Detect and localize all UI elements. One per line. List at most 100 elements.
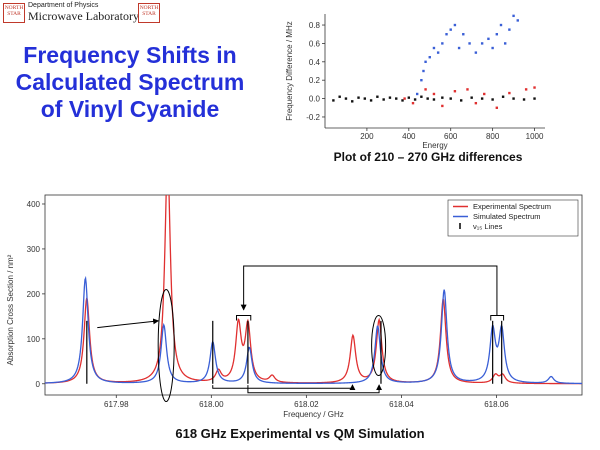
scatter-point — [344, 97, 348, 100]
y-tick-label: 0.8 — [309, 21, 321, 30]
scatter-point — [516, 19, 519, 22]
slide-title: Frequency Shifts in Calculated Spectrum … — [15, 42, 245, 122]
scatter-point — [395, 97, 398, 100]
scatter-point — [413, 98, 417, 101]
y-tick-label: 0.6 — [309, 39, 321, 48]
scatter-point — [512, 97, 515, 100]
y-tick-label: 0.4 — [309, 58, 321, 67]
scatter-point — [480, 97, 484, 100]
scatter-point — [499, 23, 503, 27]
scatter-point — [503, 42, 507, 45]
legend-box — [447, 199, 579, 237]
annotation-connector — [212, 384, 356, 391]
scatter-point — [428, 56, 431, 59]
scatter-point — [401, 99, 404, 102]
scatter-point — [369, 99, 373, 102]
scatter-point — [432, 92, 436, 96]
scatter-point — [508, 91, 511, 95]
scatter-point — [426, 97, 429, 100]
plot-frame — [44, 194, 583, 396]
scatter-point — [388, 96, 392, 99]
legend-entry: Experimental Spectrum — [473, 202, 551, 211]
scatter-point — [508, 28, 511, 31]
y-tick-label: 300 — [27, 245, 41, 254]
scatter-point — [424, 60, 427, 64]
scatter-point — [453, 23, 457, 27]
x-axis-label: Frequency / GHz — [283, 410, 343, 419]
logo-right: NORTH STAR — [138, 3, 160, 23]
scatter-point — [453, 90, 457, 93]
x-tick-label: 618.02 — [294, 400, 319, 409]
y-tick-label: 100 — [27, 335, 41, 344]
scatter-point — [495, 106, 499, 109]
scatter-point — [351, 100, 354, 103]
scatter-point — [441, 104, 444, 108]
scatter-point — [415, 92, 419, 96]
annotation-ellipse — [157, 289, 175, 403]
scatter-point — [495, 33, 499, 36]
scatter-point — [363, 97, 367, 100]
y-tick-label: 0.2 — [309, 76, 321, 85]
scatter-point — [524, 88, 528, 91]
spectrum-caption: 618 GHz Experimental vs QM Simulation — [175, 426, 425, 441]
scatter-point — [474, 51, 478, 54]
scatter-point — [376, 95, 379, 98]
scatter-point — [441, 42, 444, 45]
scatter-caption: Plot of 210 – 270 GHz differences — [333, 150, 523, 164]
x-tick-label: 1000 — [526, 132, 544, 141]
scatter-point — [491, 46, 494, 50]
scatter-point — [357, 96, 360, 99]
scatter-point — [533, 86, 536, 89]
scatter-point — [457, 46, 461, 50]
scatter-point — [474, 101, 478, 105]
scatter-point — [338, 95, 341, 98]
scatter-point — [432, 98, 436, 101]
legend-entry: ν₁₅ Lines — [473, 222, 503, 231]
scatter-point — [403, 97, 406, 100]
x-tick-label: 618.00 — [199, 400, 224, 409]
annotation-connector — [240, 265, 498, 316]
annotation-bracket — [236, 314, 252, 321]
scatter-point — [480, 42, 484, 45]
scatter-point — [533, 97, 536, 100]
scatter-point — [424, 88, 427, 91]
annotation-ellipse — [371, 315, 387, 377]
department-label: Department of Physics — [28, 2, 99, 9]
scatter-point — [501, 95, 505, 98]
x-tick-label: 617.98 — [104, 400, 129, 409]
annotation-bracket — [490, 314, 505, 321]
y-axis-label: Absorption Cross Section / nm² — [6, 254, 15, 365]
scatter-point — [445, 33, 448, 36]
spectrum-plot: 617.98 618.00 618.02 618.04 618.06 0 100 200 300… — [6, 194, 583, 419]
logo-left: NORTH STAR — [3, 3, 25, 23]
scatter-point — [491, 98, 494, 101]
legend-entry: Simulated Spectrum — [473, 212, 541, 221]
scatter-point — [468, 42, 471, 45]
scatter-point — [462, 33, 465, 36]
annotation-connector — [247, 384, 383, 394]
y-tick-label: -0.2 — [306, 113, 320, 122]
scatter-point — [332, 99, 335, 102]
x-tick-label: 200 — [360, 132, 374, 141]
y-tick-label: 0 — [36, 380, 41, 389]
scatter-point — [422, 69, 425, 73]
y-tick-label: 200 — [27, 290, 41, 299]
x-tick-label: 400 — [402, 132, 416, 141]
x-tick-label: 618.06 — [484, 400, 509, 409]
x-axis-label: Energy — [422, 141, 447, 150]
scatter-point — [459, 99, 463, 102]
scatter-point — [449, 28, 452, 31]
x-tick-label: 618.04 — [389, 400, 414, 409]
scatter-plot: 200 400 600 800 1000 -0.2 0.0 0.2 0.4 0.6 0.8 Energ… — [285, 14, 545, 150]
scatter-point — [420, 78, 423, 82]
y-tick-label: 400 — [27, 200, 41, 209]
scatter-point — [483, 92, 486, 96]
scatter-point — [420, 95, 423, 98]
scatter-point — [466, 88, 469, 91]
scatter-point — [470, 96, 473, 99]
scatter-point — [487, 37, 490, 41]
annotation-arrow — [97, 318, 160, 329]
scatter-point — [382, 98, 385, 101]
x-tick-label: 600 — [444, 132, 458, 141]
scatter-point — [432, 46, 436, 50]
